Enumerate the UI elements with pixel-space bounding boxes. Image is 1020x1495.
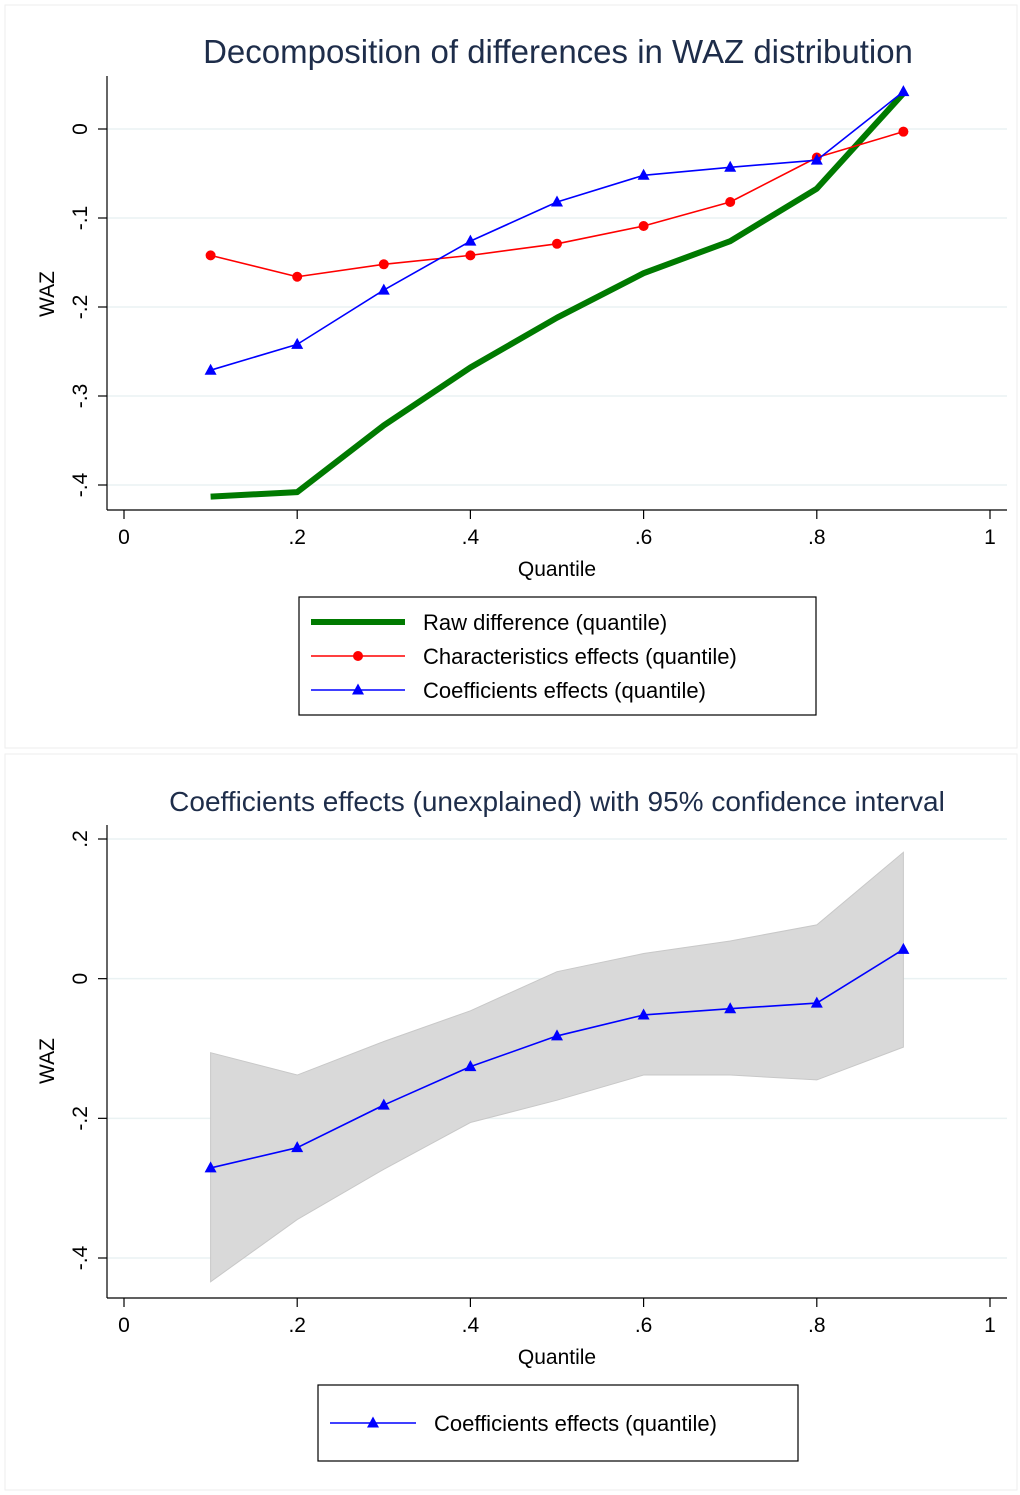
y-tick-label: -.4 — [69, 1245, 92, 1270]
data-point — [205, 250, 216, 261]
legend-key-marker — [367, 1416, 379, 1428]
data-point — [551, 1029, 563, 1041]
axes: 0 .2 .4 .6 .8 1 0 -.1 -.2 -.3 -.4 — [69, 76, 1007, 549]
panel-coefficients-ci: Coefficients effects (unexplained) with … — [4, 753, 1018, 1491]
data-point — [377, 1098, 390, 1110]
data-point — [551, 195, 563, 207]
plot-marks — [204, 851, 910, 1283]
data-point — [897, 942, 910, 954]
axes: 0 .2 .4 .6 .8 1 .2 0 -.2 -.4 — [69, 825, 1007, 1337]
y-tick-label: 0 — [69, 123, 92, 135]
x-tick-label: 0 — [118, 1314, 130, 1337]
data-point — [465, 250, 476, 261]
data-point — [464, 234, 477, 246]
chart-title: Coefficients effects (unexplained) with … — [169, 786, 945, 817]
data-point — [552, 238, 562, 249]
series-line — [210, 91, 906, 500]
x-axis-label: Quantile — [518, 558, 596, 581]
legend-entry-label: Coefficients effects (quantile) — [434, 1411, 717, 1436]
x-tick-label: .4 — [462, 1314, 480, 1337]
data-point — [204, 1161, 217, 1173]
data-point — [810, 996, 823, 1008]
x-tick-label: 0 — [118, 526, 130, 549]
y-tick-label: -.1 — [69, 206, 92, 231]
y-tick-label: -.2 — [69, 295, 92, 320]
panel-background — [4, 753, 1018, 1491]
y-tick-label: .2 — [69, 830, 92, 848]
x-tick-label: .4 — [462, 526, 480, 549]
data-point — [291, 337, 304, 349]
data-point — [377, 283, 390, 295]
data-point — [204, 363, 217, 375]
y-axis-label: WAZ — [36, 271, 59, 317]
data-point — [378, 259, 389, 270]
legend-key-marker — [352, 683, 364, 695]
data-point — [464, 1060, 477, 1072]
data-point — [637, 1008, 650, 1020]
legend: Coefficients effects (quantile) — [317, 1384, 799, 1462]
plot-marks — [204, 85, 910, 500]
data-point — [638, 221, 649, 232]
x-axis-label: Quantile — [518, 1346, 596, 1369]
panel-decomposition: Decomposition of differences in WAZ dist… — [4, 4, 1018, 749]
confidence-band — [210, 851, 904, 1283]
x-tick-label: .8 — [808, 526, 826, 549]
x-tick-label: 1 — [984, 526, 996, 549]
data-point — [810, 153, 823, 165]
data-point — [292, 271, 303, 282]
legend-key-marker — [353, 651, 363, 661]
y-tick-label: -.4 — [69, 472, 92, 497]
x-tick-label: .2 — [288, 526, 306, 549]
data-point — [897, 85, 910, 97]
x-tick-label: .2 — [288, 1314, 306, 1337]
chart-title: Decomposition of differences in WAZ dist… — [203, 33, 913, 70]
data-point — [724, 160, 737, 172]
data-point — [725, 196, 736, 207]
x-tick-label: 1 — [984, 1314, 996, 1337]
y-axis-label: WAZ — [36, 1038, 59, 1084]
x-tick-label: .6 — [635, 1314, 653, 1337]
legend-entry-label: Characteristics effects (quantile) — [423, 644, 737, 669]
x-tick-label: .6 — [635, 526, 653, 549]
data-point — [898, 126, 909, 137]
x-tick-label: .8 — [808, 1314, 826, 1337]
y-tick-label: 0 — [69, 973, 92, 985]
data-point — [724, 1002, 737, 1014]
data-point — [637, 168, 650, 180]
y-tick-label: -.3 — [69, 384, 92, 409]
y-tick-label: -.2 — [69, 1106, 92, 1131]
legend-entry-label: Raw difference (quantile) — [423, 610, 667, 635]
legend: Raw difference (quantile) Characteristics… — [298, 596, 817, 716]
legend-entry-label: Coefficients effects (quantile) — [423, 678, 706, 703]
data-point — [291, 1141, 304, 1153]
